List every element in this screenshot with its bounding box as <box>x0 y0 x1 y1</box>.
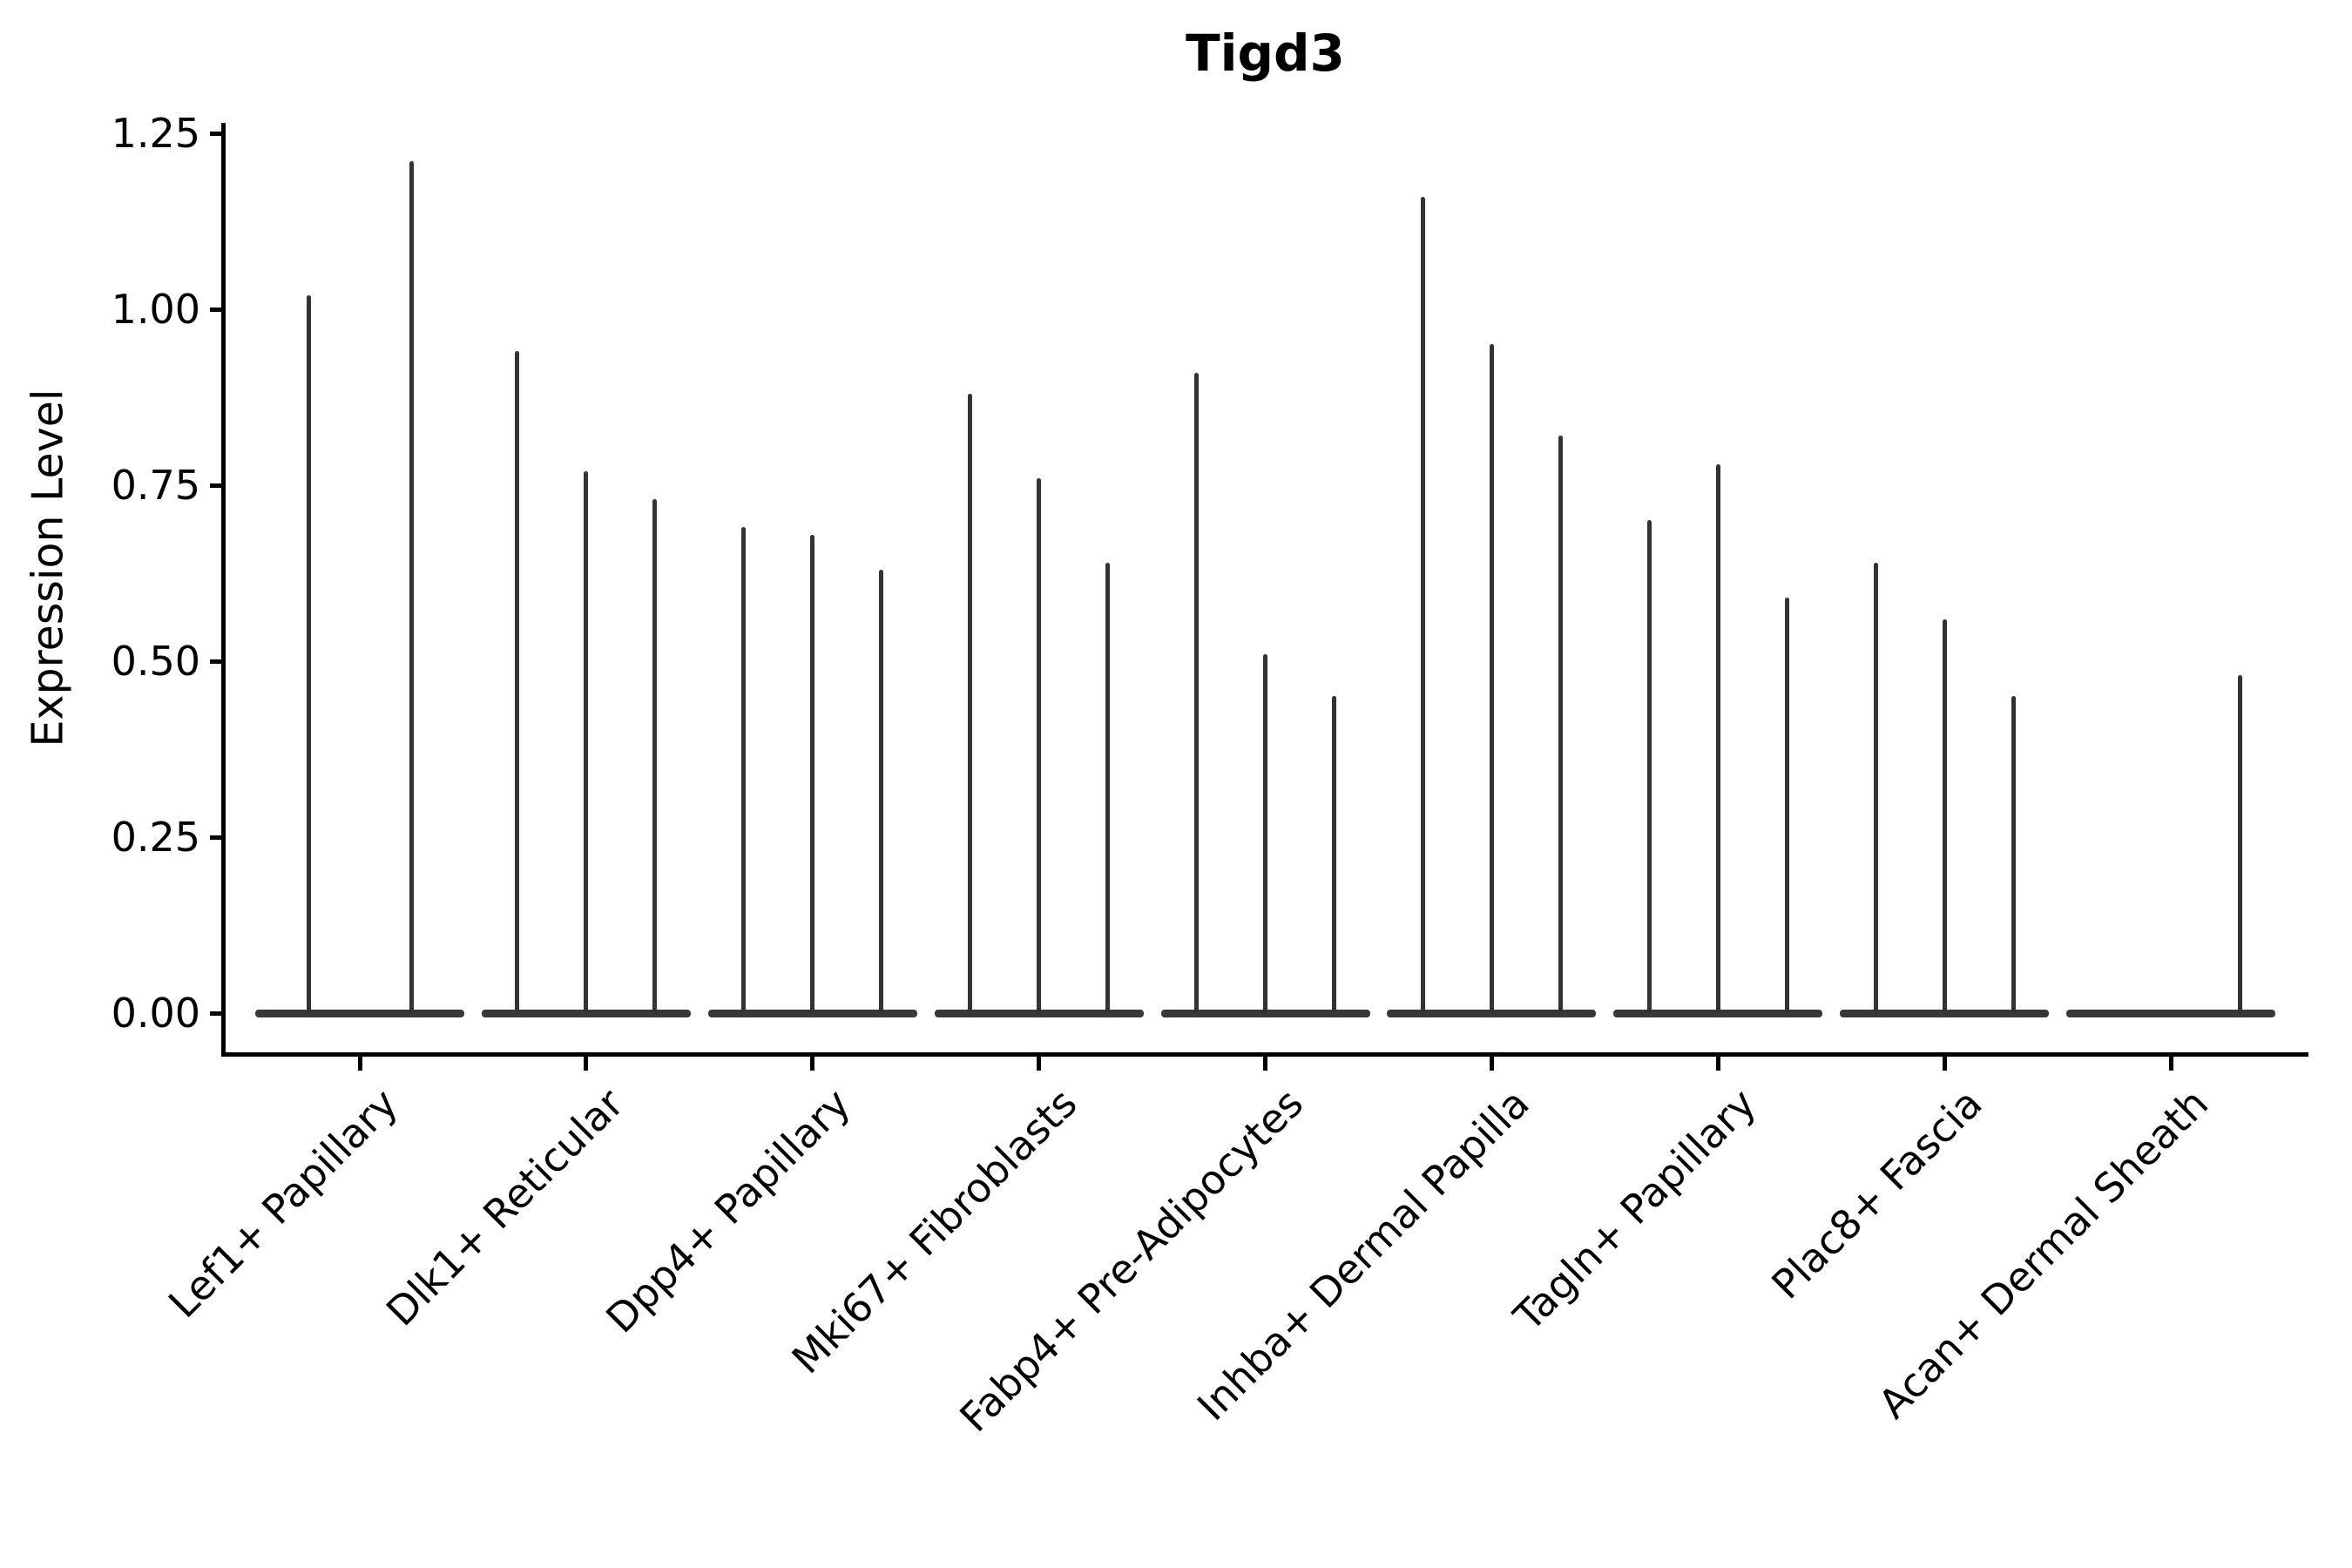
violin-spike <box>2237 675 2242 1013</box>
violin-baseline <box>1840 1009 2050 1017</box>
violin-spike <box>1942 618 1947 1013</box>
violin-spike <box>2011 696 2016 1013</box>
violin-spike <box>968 393 973 1013</box>
violin-spike <box>1194 372 1199 1013</box>
violin-spike <box>409 161 414 1013</box>
y-tick <box>210 131 224 136</box>
y-tick-label: 0.00 <box>111 990 200 1037</box>
y-tick-label: 0.25 <box>111 814 200 861</box>
x-tick <box>1263 1057 1267 1071</box>
violin-baseline <box>1160 1009 1370 1017</box>
violin-baseline <box>481 1009 691 1017</box>
violin-baseline <box>1387 1009 1597 1017</box>
violin-spike <box>879 569 884 1013</box>
x-tick <box>1037 1057 1042 1071</box>
y-tick-label: 1.25 <box>111 110 200 157</box>
y-tick <box>210 1010 224 1016</box>
violin-baseline <box>707 1009 917 1017</box>
violin-spike <box>652 499 658 1013</box>
violin-spike <box>584 470 589 1013</box>
violin-spike <box>1715 463 1720 1013</box>
x-axis-spine <box>221 1052 2308 1057</box>
x-tick <box>2168 1057 2173 1071</box>
y-axis-label: Expression Level <box>23 389 73 747</box>
violin-spike <box>1646 520 1652 1013</box>
x-tick <box>1489 1057 1494 1071</box>
x-tick-label: Lef1+ Papillary <box>159 1079 407 1328</box>
x-tick <box>357 1057 362 1071</box>
violin-spike <box>306 294 311 1013</box>
violin-spike <box>1263 653 1267 1013</box>
violin-baseline <box>1613 1009 1823 1017</box>
violin-spike <box>1784 598 1789 1013</box>
x-tick-label: Dpp4+ Papillary <box>597 1079 860 1342</box>
x-tick <box>810 1057 815 1071</box>
y-tick-label: 0.75 <box>111 462 200 509</box>
y-axis-spine <box>221 123 226 1057</box>
violin-spike <box>1420 196 1425 1013</box>
y-tick <box>210 835 224 840</box>
x-tick <box>584 1057 589 1071</box>
violin-spike <box>1558 436 1563 1013</box>
chart-title: Tigd3 <box>1186 24 1345 83</box>
violin-spike <box>1489 344 1494 1013</box>
violin-baseline <box>255 1009 464 1017</box>
violin-spike <box>1332 696 1336 1013</box>
y-tick-label: 0.50 <box>111 638 200 685</box>
x-tick-label: Plac8+ Fascia <box>1762 1079 1991 1308</box>
y-tick-label: 1.00 <box>111 286 200 333</box>
x-tick-label: Tagln+ Papillary <box>1504 1079 1765 1341</box>
y-tick <box>210 659 224 664</box>
y-tick <box>210 307 224 312</box>
violin-spike <box>741 527 747 1013</box>
violin-spike <box>810 534 815 1013</box>
violin-spike <box>1105 562 1111 1013</box>
violin-spike <box>515 351 520 1013</box>
y-tick <box>210 483 224 488</box>
violin-spike <box>1873 562 1878 1013</box>
violin-baseline <box>934 1009 1144 1017</box>
violin-baseline <box>2066 1009 2275 1017</box>
violin-spike <box>1037 477 1042 1013</box>
x-tick <box>1715 1057 1720 1071</box>
x-tick <box>1942 1057 1947 1071</box>
x-tick-label: Dlk1+ Reticular <box>377 1079 633 1335</box>
